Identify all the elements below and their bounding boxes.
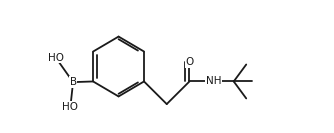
- Text: NH: NH: [205, 76, 221, 86]
- Text: HO: HO: [62, 102, 78, 112]
- Text: O: O: [185, 57, 194, 67]
- Text: HO: HO: [48, 53, 64, 63]
- Text: B: B: [69, 77, 76, 87]
